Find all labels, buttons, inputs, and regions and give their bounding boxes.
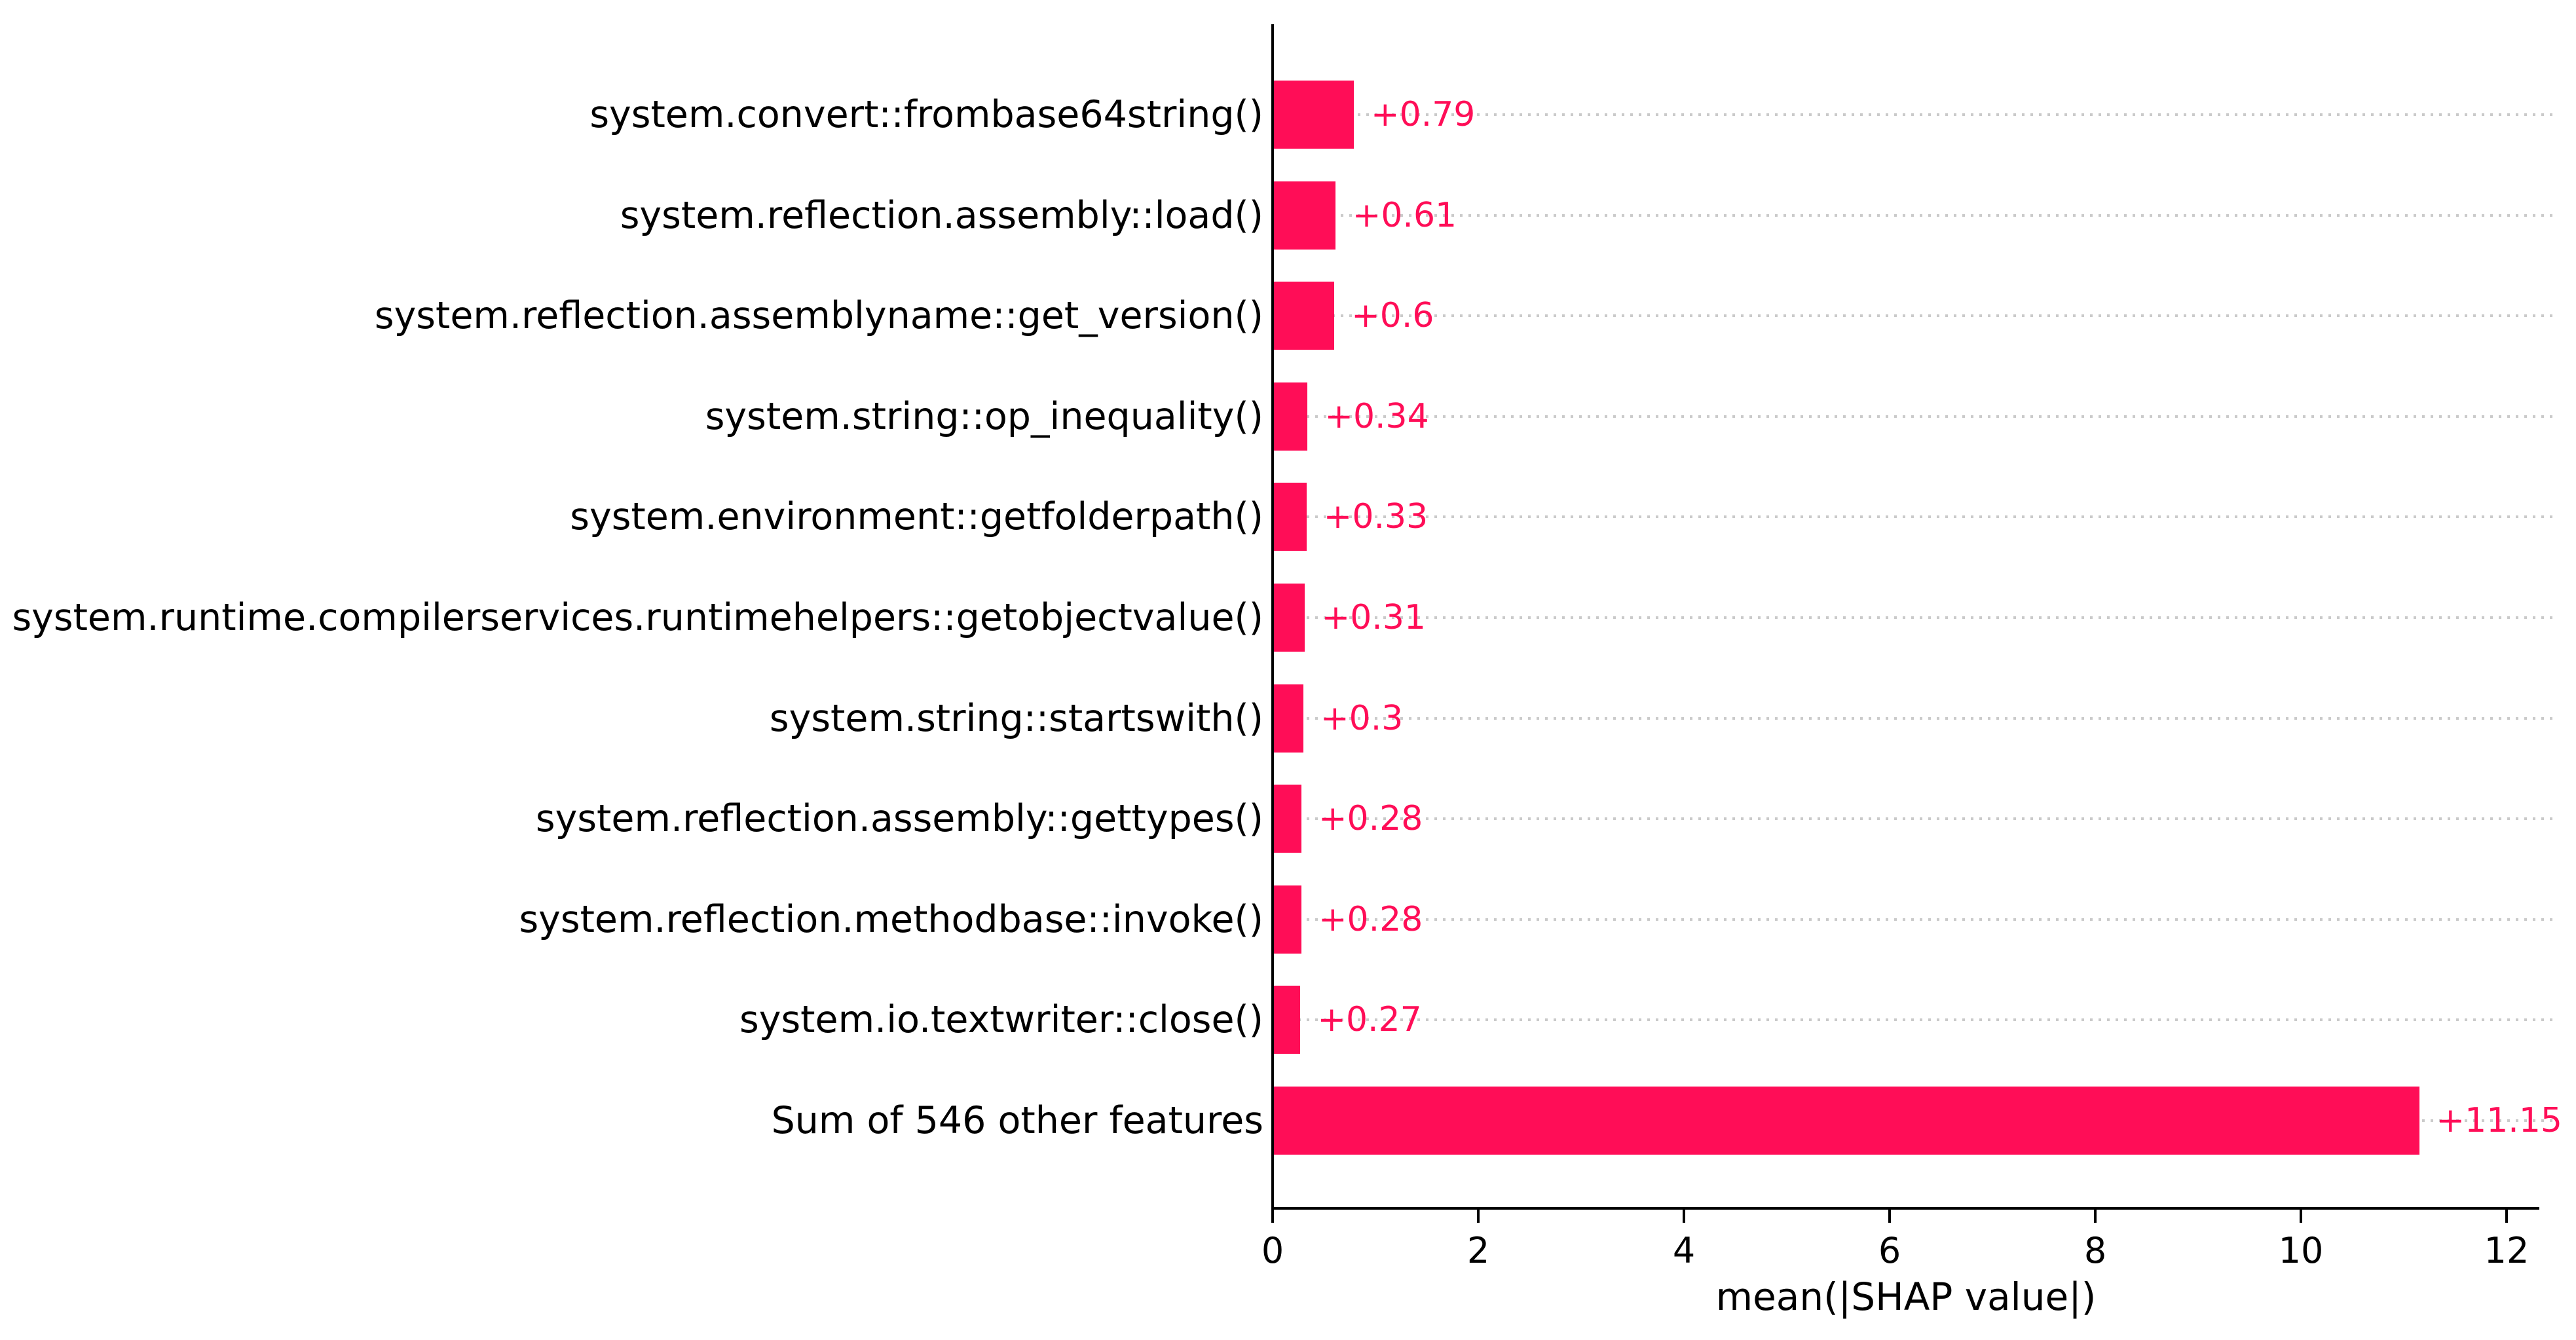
row-guide-dotted-line — [1273, 817, 2558, 821]
row-guide-dotted-line — [1273, 113, 2558, 116]
feature-label: system.reflection.assembly::load() — [620, 193, 1263, 237]
bar-value-label: +11.15 — [2436, 1101, 2562, 1140]
feature-label: system.reflection.assemblyname::get_vers… — [374, 294, 1263, 338]
shap-bar — [1273, 584, 1305, 652]
row-guide-dotted-line — [1273, 616, 2558, 619]
feature-label: system.string::startswith() — [769, 696, 1263, 740]
feature-label: system.convert::frombase64string() — [589, 93, 1263, 136]
x-axis-tick-mark — [2300, 1210, 2302, 1223]
x-axis-tick-label: 0 — [1261, 1230, 1284, 1271]
shap-bar — [1273, 1087, 2419, 1155]
row-guide-dotted-line — [1273, 314, 2558, 318]
bar-value-label: +0.33 — [1323, 497, 1428, 537]
row-guide-dotted-line — [1273, 515, 2558, 519]
bar-value-label: +0.31 — [1321, 598, 1427, 637]
x-axis-tick-label: 4 — [1672, 1230, 1696, 1271]
row-guide-dotted-line — [1273, 415, 2558, 418]
row-guide-dotted-line — [1273, 918, 2558, 921]
bar-value-label: +0.28 — [1318, 799, 1423, 839]
feature-label: system.string::op_inequality() — [705, 394, 1263, 438]
bar-value-label: +0.61 — [1352, 195, 1457, 235]
x-axis-tick-label: 6 — [1878, 1230, 1901, 1271]
feature-label: system.runtime.compilerservices.runtimeh… — [12, 596, 1263, 639]
x-axis-tick-mark — [1888, 1210, 1891, 1223]
feature-label: Sum of 546 other features — [771, 1099, 1263, 1142]
shap-bar — [1273, 986, 1301, 1054]
bar-value-label: +0.28 — [1318, 899, 1423, 939]
feature-label: system.reflection.methodbase::invoke() — [519, 897, 1263, 941]
x-axis-tick-mark — [1683, 1210, 1685, 1223]
row-guide-dotted-line — [1273, 717, 2558, 720]
feature-label: system.environment::getfolderpath() — [570, 495, 1263, 539]
bar-value-label: +0.27 — [1317, 1000, 1422, 1040]
x-axis-spine — [1271, 1207, 2539, 1210]
shap-bar — [1273, 483, 1307, 551]
row-guide-dotted-line — [1273, 214, 2558, 217]
feature-label: system.io.textwriter::close() — [739, 998, 1263, 1042]
shap-bar — [1273, 382, 1308, 451]
x-axis-tick-mark — [1271, 1210, 1274, 1223]
x-axis-tick-mark — [2094, 1210, 2097, 1223]
x-axis-tick-mark — [1477, 1210, 1480, 1223]
shap-bar — [1273, 181, 1335, 250]
shap-bar — [1273, 81, 1354, 149]
feature-label: system.reflection.assembly::gettypes() — [535, 797, 1263, 841]
bar-value-label: +0.6 — [1351, 296, 1434, 336]
y-axis-spine — [1271, 24, 1274, 1210]
shap-bar — [1273, 282, 1335, 350]
bar-value-label: +0.79 — [1371, 95, 1476, 134]
shap-bar — [1273, 684, 1304, 753]
row-guide-dotted-line — [1273, 1018, 2558, 1022]
x-axis-tick-label: 2 — [1466, 1230, 1490, 1271]
bar-value-label: +0.34 — [1324, 396, 1429, 436]
x-axis-tick-mark — [2505, 1210, 2508, 1223]
x-axis-title: mean(|SHAP value|) — [1715, 1275, 2097, 1319]
shap-bar — [1273, 785, 1301, 853]
x-axis-tick-label: 12 — [2484, 1230, 2529, 1271]
x-axis-tick-label: 8 — [2083, 1230, 2107, 1271]
bar-value-label: +0.3 — [1320, 698, 1404, 738]
shap-bar — [1273, 885, 1301, 954]
x-axis-tick-label: 10 — [2278, 1230, 2324, 1271]
